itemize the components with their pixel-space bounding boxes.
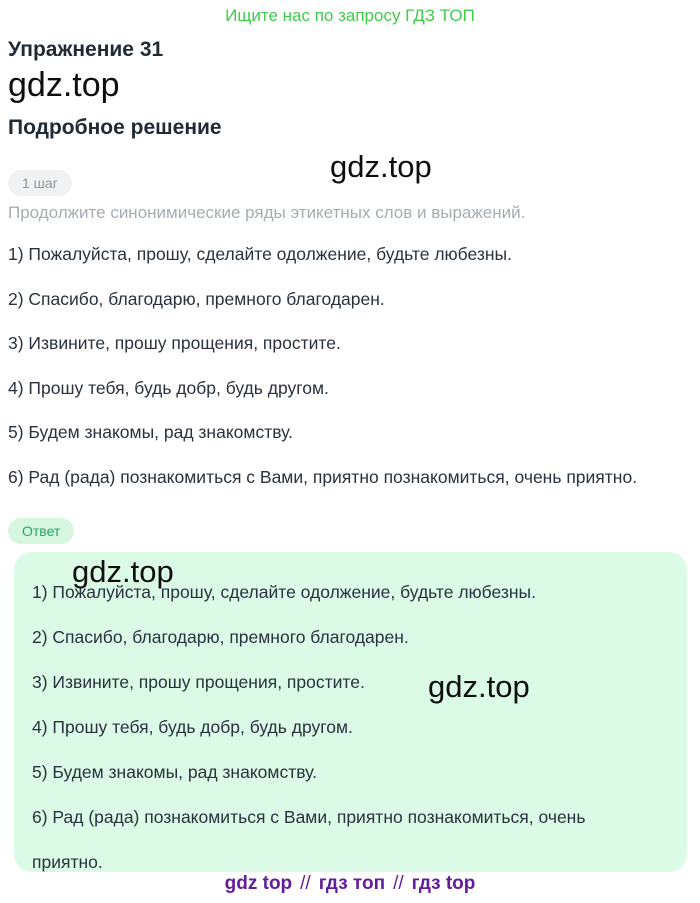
- footer-link-gdz-top-mixed[interactable]: гдз top: [411, 873, 476, 894]
- footer-separator: //: [300, 873, 311, 894]
- exercise-list: 1) Пожалуйста, прошу, сделайте одолжение…: [8, 232, 698, 500]
- answer-item-3: 3) Извините, прошу прощения, простите.: [32, 672, 365, 692]
- footer-link-gdz-top-latin[interactable]: gdz top: [224, 873, 293, 894]
- exercise-item-3: 3) Извините, прошу прощения, простите.: [8, 333, 341, 354]
- watermark-middle: gdz.top: [330, 149, 432, 184]
- watermark-top: gdz.top: [8, 66, 120, 104]
- footer-link-gdz-top-cyrillic[interactable]: гдз топ: [318, 873, 386, 894]
- exercise-item-2: 2) Спасибо, благодарю, премного благодар…: [8, 288, 385, 309]
- answer-item-5: 5) Будем знакомы, рад знакомству.: [32, 762, 317, 782]
- watermark-answer-right: gdz.top: [428, 669, 530, 704]
- answer-item-2: 2) Спасибо, благодарю, премного благодар…: [32, 627, 409, 647]
- footer-separator: //: [393, 873, 404, 894]
- answer-list: 1) Пожалуйста, прошу, сделайте одолжение…: [32, 570, 654, 872]
- promo-text: Ищите нас по запросу ГДЗ ТОП: [225, 6, 475, 25]
- answer-item-4: 4) Прошу тебя, будь добр, будь другом.: [32, 717, 353, 737]
- solution-subtitle: Подробное решение: [8, 116, 222, 139]
- answer-badge: Ответ: [8, 518, 75, 544]
- watermark-answer-left: gdz.top: [72, 554, 174, 589]
- answer-box: gdz.top gdz.top 1) Пожалуйста, прошу, сд…: [14, 552, 687, 872]
- exercise-item-6: 6) Рад (рада) познакомиться с Вами, прия…: [8, 466, 638, 487]
- footer-links: gdz top // гдз топ // гдз top: [0, 873, 700, 895]
- exercise-item-4: 4) Прошу тебя, будь добр, будь другом.: [8, 377, 329, 398]
- answer-item-1: 1) Пожалуйста, прошу, сделайте одолжение…: [32, 582, 536, 602]
- exercise-item-1: 1) Пожалуйста, прошу, сделайте одолжение…: [8, 244, 512, 264]
- exercise-title: Упражнение 31: [8, 38, 164, 61]
- answer-item-6: 6) Рад (рада) познакомиться с Вами, прия…: [32, 807, 586, 872]
- task-instruction: Продолжите синонимические ряды этикетных…: [8, 203, 526, 222]
- exercise-item-5: 5) Будем знакомы, рад знакомству.: [8, 422, 293, 443]
- step-badge: 1 шаг: [8, 170, 72, 196]
